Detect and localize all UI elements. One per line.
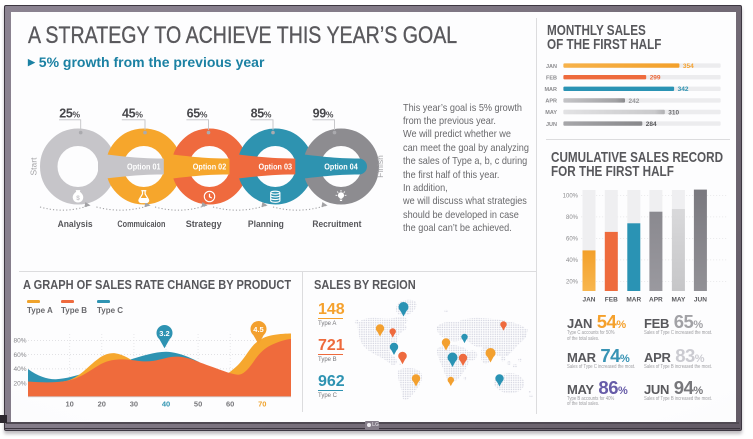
svg-text:40%: 40% — [566, 258, 579, 264]
svg-text:20%: 20% — [13, 380, 26, 387]
svg-text:Finish: Finish — [375, 155, 385, 178]
svg-text:MAR: MAR — [544, 87, 557, 93]
svg-text:Recruitment: Recruitment — [312, 219, 361, 229]
svg-text:FEB: FEB — [605, 297, 618, 304]
svg-text:JUN: JUN — [546, 122, 557, 128]
svg-text:Option 01: Option 01 — [127, 162, 161, 171]
svg-text:$: $ — [76, 195, 80, 202]
svg-text:Commuicaion: Commuicaion — [117, 219, 165, 229]
svg-text:10: 10 — [66, 400, 74, 409]
svg-text:3.2: 3.2 — [159, 329, 169, 338]
svg-text:MAY: MAY — [671, 297, 686, 304]
svg-text:Analysis: Analysis — [58, 219, 93, 229]
svg-text:4.5: 4.5 — [253, 325, 263, 334]
svg-text:Strategy: Strategy — [186, 219, 222, 229]
svg-text:25%: 25% — [59, 107, 80, 121]
svg-text:Start: Start — [29, 157, 39, 176]
svg-text:242: 242 — [629, 98, 640, 105]
svg-text:40%: 40% — [13, 366, 26, 373]
svg-text:50: 50 — [194, 400, 202, 409]
svg-text:20: 20 — [98, 400, 106, 409]
svg-text:APR: APR — [545, 99, 557, 105]
svg-text:MAR: MAR — [626, 297, 641, 304]
svg-text:354: 354 — [683, 63, 694, 70]
svg-text:Option 02: Option 02 — [193, 162, 227, 171]
svg-text:342: 342 — [678, 86, 689, 93]
svg-text:60%: 60% — [13, 352, 26, 359]
svg-text:JAN: JAN — [546, 64, 557, 70]
svg-text:80%: 80% — [13, 338, 26, 345]
svg-text:299: 299 — [650, 75, 661, 82]
svg-text:60: 60 — [226, 400, 234, 409]
svg-text:20%: 20% — [566, 279, 579, 285]
svg-text:Planning: Planning — [248, 219, 284, 229]
svg-text:Option 04: Option 04 — [324, 162, 358, 171]
svg-text:Option 03: Option 03 — [259, 162, 293, 171]
svg-text:284: 284 — [646, 121, 657, 128]
svg-text:70: 70 — [258, 400, 266, 409]
svg-text:FEB: FEB — [546, 75, 557, 81]
svg-text:60%: 60% — [566, 236, 579, 242]
svg-text:APR: APR — [649, 297, 663, 304]
svg-text:45%: 45% — [122, 107, 143, 121]
svg-text:JAN: JAN — [582, 297, 595, 304]
svg-text:310: 310 — [668, 109, 679, 116]
svg-text:JUN: JUN — [694, 297, 707, 304]
svg-text:99%: 99% — [313, 107, 334, 121]
svg-text:65%: 65% — [187, 107, 208, 121]
svg-text:40: 40 — [162, 400, 170, 409]
svg-text:80%: 80% — [566, 215, 579, 221]
svg-text:100%: 100% — [563, 193, 579, 199]
svg-text:MAY: MAY — [545, 110, 557, 116]
svg-text:85%: 85% — [251, 107, 272, 121]
svg-text:30: 30 — [130, 400, 138, 409]
